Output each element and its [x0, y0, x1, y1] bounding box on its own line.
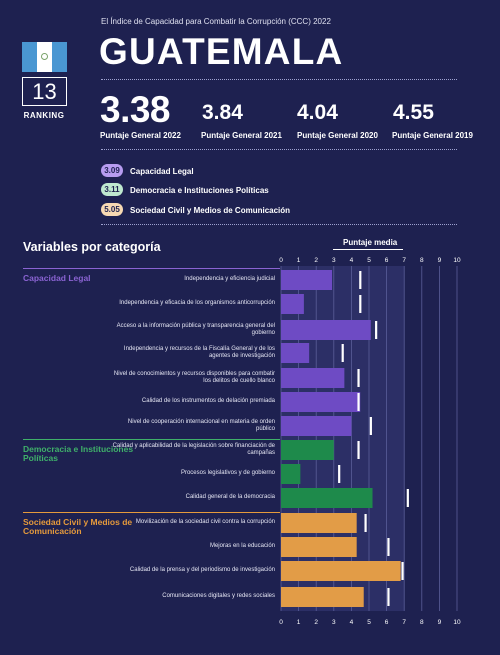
category-democracia-line	[23, 439, 280, 440]
bottom-tick-2: 2	[314, 619, 318, 626]
variable-label-7: Nivel de cooperación internacional en ma…	[127, 418, 275, 433]
variable-label-14: Comunicaciones digitales y redes sociale…	[162, 593, 275, 599]
variable-label-12: Mejoras en la educación	[209, 543, 275, 549]
score-2022-label: Puntaje General 2022	[100, 131, 181, 140]
top-tick-10: 10	[453, 257, 461, 264]
average-marker-12	[387, 538, 390, 556]
variable-label-5: Nivel de conocimientos y recursos dispon…	[113, 370, 275, 385]
bar-4	[281, 343, 310, 363]
average-marker-14	[387, 588, 390, 606]
subscore-capacidad-legal-badge: 3.09	[101, 164, 123, 177]
category-capacidad-legal-line	[23, 268, 280, 269]
top-tick-2: 2	[314, 257, 318, 264]
bottom-tick-4: 4	[349, 619, 354, 626]
bar-11	[281, 513, 357, 533]
top-tick-1: 1	[296, 257, 301, 264]
average-marker-8	[357, 441, 360, 459]
category-democracia: Democracia e Instituciones Políticas	[23, 444, 134, 463]
subscore-sociedad-civil-label: Sociedad Civil y Medios de Comunicación	[130, 206, 291, 215]
category-capacidad-legal: Capacidad Legal	[23, 273, 91, 283]
variable-label-1: Independencia y eficiencia judicial	[184, 276, 275, 282]
average-marker-6	[357, 393, 360, 411]
top-tick-6: 6	[384, 257, 389, 264]
score-2020-label: Puntaje General 2020	[297, 131, 378, 140]
bar-6	[281, 392, 361, 412]
score-2021-label: Puntaje General 2021	[201, 131, 282, 140]
bottom-tick-3: 3	[331, 619, 336, 626]
top-tick-5: 5	[367, 257, 371, 264]
average-marker-13	[401, 562, 404, 580]
variable-label-13: Calidad de la prensa y del periodismo de…	[129, 567, 275, 573]
score-2020: 4.04	[297, 101, 338, 124]
plot-panel	[281, 266, 405, 611]
average-score-label: Puntaje media	[343, 238, 398, 247]
average-marker-11	[364, 514, 367, 532]
variable-label-4: Independencia y recursos de la Fiscalía …	[123, 345, 275, 360]
bottom-tick-1: 1	[296, 619, 301, 626]
top-tick-9: 9	[437, 257, 442, 264]
average-marker-5	[357, 369, 360, 387]
variable-label-11: Movilización de la sociedad civil contra…	[135, 519, 275, 525]
bar-13	[281, 561, 401, 581]
bottom-tick-6: 6	[384, 619, 389, 626]
variable-label-8: Calidad y aplicabilidad de la legislació…	[112, 442, 275, 457]
average-marker-1	[359, 271, 362, 289]
bar-3	[281, 320, 371, 340]
average-marker-10	[406, 489, 409, 507]
category-sociedad-civil: Sociedad Civil y Medios de Comunicación	[23, 517, 133, 536]
bottom-tick-0: 0	[279, 619, 283, 626]
scores-divider	[101, 149, 457, 150]
bar-5	[281, 368, 345, 388]
average-score-underline	[333, 249, 403, 250]
bar-12	[281, 537, 357, 557]
variable-label-10: Calidad general de la democracia	[185, 494, 275, 500]
average-marker-7	[369, 417, 372, 435]
chart-title: Variables por categoría	[23, 240, 161, 254]
bar-14	[281, 587, 364, 607]
average-marker-9	[338, 465, 341, 483]
subscore-democracia-badge: 3.11	[101, 183, 123, 196]
top-tick-8: 8	[419, 257, 424, 264]
bottom-tick-10: 10	[453, 619, 461, 626]
variable-label-2: Independencia y eficacia de los organism…	[119, 300, 275, 306]
subscore-democracia-label: Democracia e Instituciones Políticas	[130, 186, 269, 195]
subscore-capacidad-legal-label: Capacidad Legal	[130, 167, 194, 176]
score-2019: 4.55	[393, 101, 434, 124]
top-tick-3: 3	[331, 257, 336, 264]
report-subtitle: El Índice de Capacidad para Combatir la …	[101, 17, 331, 26]
average-marker-3	[375, 321, 378, 339]
variable-label-3: Acceso a la información pública y transp…	[116, 322, 275, 337]
bottom-tick-5: 5	[367, 619, 371, 626]
score-2022: 3.38	[100, 89, 171, 130]
bar-1	[281, 270, 333, 290]
bar-8	[281, 440, 334, 460]
bar-7	[281, 416, 352, 436]
bottom-tick-7: 7	[402, 619, 406, 626]
subscore-sociedad-civil-badge: 5.05	[101, 203, 123, 216]
variable-label-6: Calidad de los instrumentos de delación …	[141, 398, 275, 404]
score-2021: 3.84	[202, 101, 243, 124]
score-2019-label: Puntaje General 2019	[392, 131, 473, 140]
guatemala-flag-icon	[22, 42, 67, 72]
average-marker-2	[359, 295, 362, 313]
bar-9	[281, 464, 301, 484]
category-sociedad-civil-line	[23, 512, 280, 513]
bar-2	[281, 294, 304, 314]
ranking-label: RANKING	[23, 111, 65, 120]
top-tick-0: 0	[279, 257, 283, 264]
subscores-divider	[101, 224, 457, 225]
header-divider	[101, 79, 457, 80]
average-marker-4	[341, 344, 344, 362]
top-tick-7: 7	[402, 257, 406, 264]
bar-10	[281, 488, 373, 508]
bottom-tick-9: 9	[437, 619, 442, 626]
bottom-tick-8: 8	[419, 619, 424, 626]
top-tick-4: 4	[349, 257, 354, 264]
country-title: GUATEMALA	[99, 31, 344, 72]
variable-label-9: Procesos legislativos y de gobierno	[180, 470, 275, 476]
ranking-number: 13	[22, 77, 67, 106]
